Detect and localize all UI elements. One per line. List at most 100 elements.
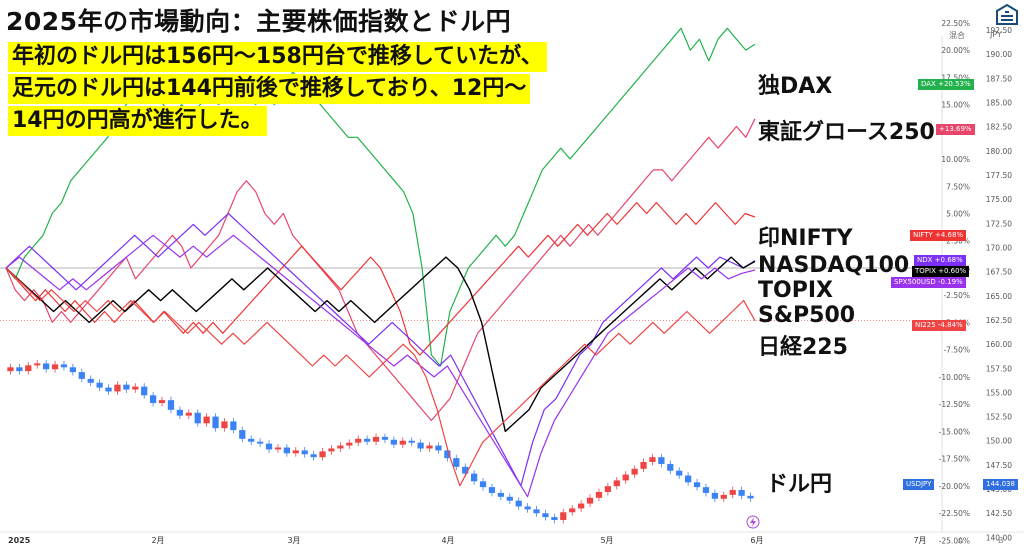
tag-usdjpy-value: 144.038: [986, 480, 1015, 488]
jpy-tick-label: 177.50: [986, 171, 1012, 180]
jpy-tick-label: 175.00: [986, 195, 1012, 204]
tag-nifty: NIFTY +4.68%: [910, 230, 967, 241]
candle-body: [462, 466, 469, 474]
pct-tick-label: -22.50%: [939, 509, 970, 518]
label-growth: 東証グロース250: [758, 120, 935, 145]
candle-body: [613, 480, 620, 487]
candle-body: [693, 482, 701, 488]
jpy-tick-label: 165.00: [986, 292, 1012, 301]
candle-body: [7, 367, 14, 372]
candle-body: [274, 447, 282, 450]
usdjpy-candles: [7, 360, 760, 529]
jpy-tick-label: 150.00: [986, 437, 1012, 446]
jpy-tick-label: 142.50: [986, 509, 1012, 518]
tag-nifty-name: NIFTY: [913, 231, 933, 239]
pct-tick-label: -10.00%: [939, 373, 970, 382]
tag-ndx: NDX +0.68%: [914, 255, 966, 266]
caption-line-2: 足元のドル円は144円前後で推移しており、12円〜: [8, 74, 531, 104]
tag-ndx-value: +0.68%: [934, 256, 963, 264]
candle-body: [248, 438, 255, 442]
candle-body: [105, 387, 112, 392]
jpy-tick-label: 160.00: [986, 340, 1012, 349]
tag-spx: SPX500USD -0.19%: [891, 277, 966, 288]
candle-body: [622, 474, 629, 481]
jpy-tick-label: 147.50: [986, 461, 1012, 470]
grid-lines: [0, 267, 940, 322]
candle-body: [25, 365, 32, 372]
candle-body: [667, 463, 674, 471]
candle-body: [586, 497, 594, 504]
candle-body: [524, 506, 531, 510]
tag-nifty-value: +4.68%: [935, 231, 964, 239]
candle-body: [471, 473, 478, 482]
candle-body: [16, 367, 23, 372]
pct-tick-label: -17.50%: [939, 455, 970, 464]
caption-line-3: 14円の円高が進行した。: [8, 106, 267, 136]
tag-ni225-name: NI225: [915, 321, 936, 329]
candle-body: [569, 508, 576, 513]
candle-body: [346, 442, 353, 446]
candle-body: [435, 445, 442, 451]
candle-body: [364, 438, 371, 442]
pct-tick-label: 22.50%: [941, 19, 970, 28]
jpy-tick-label: 172.50: [986, 219, 1012, 228]
candle-body: [595, 491, 603, 498]
pct-tick-label: -15.00%: [939, 427, 970, 436]
pct-tick-label: -2.50%: [943, 291, 970, 300]
candle-body: [417, 442, 424, 449]
candle-body: [408, 440, 415, 443]
candle-body: [43, 363, 50, 370]
label-ndx: NASDAQ100: [758, 253, 910, 278]
candle-body: [150, 395, 157, 404]
candle-body: [114, 384, 121, 392]
label-topix: TOPIX: [758, 278, 833, 303]
currency-label[interactable]: JPY: [990, 30, 1002, 39]
label-ni225: 日経225: [758, 335, 848, 360]
tag-dax-name: DAX: [921, 80, 936, 88]
candle-body: [141, 386, 148, 396]
candle-body: [34, 363, 41, 366]
pct-tick-label: 5.00%: [946, 210, 970, 219]
jpy-tick-label: 182.50: [986, 123, 1012, 132]
candle-body: [319, 451, 326, 458]
candle-body: [488, 487, 496, 493]
candle-body: [257, 441, 264, 444]
x-tick-label: 7月: [913, 536, 926, 545]
label-dax: 独DAX: [758, 74, 833, 99]
candle-body: [51, 364, 59, 370]
jpy-tick-label: 190.00: [986, 50, 1012, 59]
lightning-icon: [750, 517, 756, 527]
axis-mode-label[interactable]: 混合: [949, 31, 965, 40]
candle-body: [212, 416, 219, 429]
pct-tick-label: -12.50%: [939, 400, 970, 409]
bottom-axis: 2025 2月 3月 4月 5月 6月 7月 A B: [0, 531, 1024, 545]
jpy-tick-label: 180.00: [986, 147, 1012, 156]
candle-body: [658, 457, 665, 464]
x-tick-label: 6月: [750, 536, 763, 545]
series-line-ni225: [5, 267, 756, 487]
tag-topix-value: +0.60%: [938, 267, 967, 275]
tag-dax: DAX +20.53%: [918, 79, 974, 90]
candle-body: [96, 382, 103, 388]
candle-body: [203, 416, 210, 424]
tag-growth-value: +13.69%: [939, 125, 972, 133]
jpy-tick-label: 167.50: [986, 268, 1012, 277]
pct-tick-label: 15.00%: [941, 101, 970, 110]
candle-body: [390, 439, 397, 445]
pct-tick-label: 20.00%: [941, 46, 970, 55]
candle-body: [123, 384, 130, 390]
jpy-tick-label: 187.50: [986, 74, 1012, 83]
candle-body: [355, 438, 362, 443]
x-tick-label: 2025: [8, 536, 31, 545]
tag-topix: TOPIX +0.60%: [912, 266, 970, 277]
jpy-tick-label: 157.50: [986, 364, 1012, 373]
candle-body: [283, 447, 290, 454]
pct-tick-label: -7.50%: [943, 346, 970, 355]
candle-body: [328, 448, 335, 452]
candle-body: [542, 513, 549, 518]
jpy-tick-label: 162.50: [986, 316, 1012, 325]
x-tick-label: 4月: [441, 536, 454, 545]
candle-body: [399, 440, 406, 445]
candle-body: [167, 400, 175, 410]
page-title: 2025年の市場動向：主要株価指数とドル円: [6, 7, 512, 36]
